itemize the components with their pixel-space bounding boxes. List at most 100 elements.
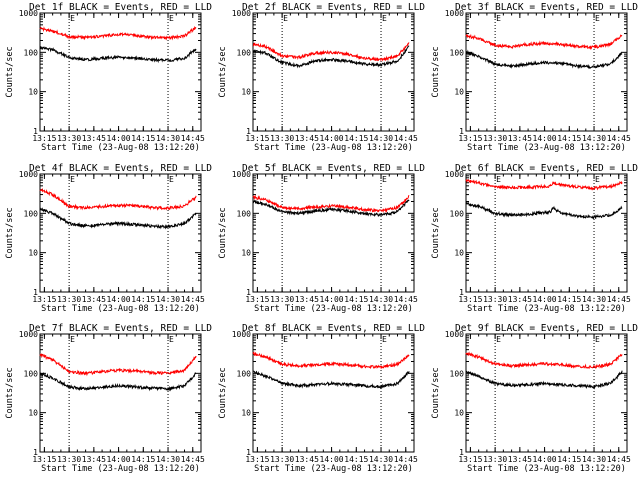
x-axis-label: Start Time (23-Aug-08 13:12:20) bbox=[254, 464, 413, 474]
chart-panel-8: Det 8f BLACK = Events, RED = LLD 1 10 100 10… bbox=[218, 323, 425, 474]
x-tick-label: 13:45 bbox=[295, 134, 319, 143]
event-marker-label: E bbox=[595, 335, 600, 344]
chart-title: Det 7f BLACK = Events, RED = LLD bbox=[29, 323, 212, 334]
event-marker-label: E bbox=[70, 14, 75, 23]
x-tick-label: 13:30 bbox=[57, 455, 81, 464]
x-axis-label: Start Time (23-Aug-08 13:12:20) bbox=[467, 464, 626, 474]
series-events-line bbox=[252, 199, 410, 217]
y-tick-label: 1000 bbox=[232, 330, 251, 339]
x-axis-label: Start Time (23-Aug-08 13:12:20) bbox=[254, 304, 413, 314]
x-tick-label: 13:15 bbox=[245, 455, 269, 464]
x-tick-label: 13:45 bbox=[82, 295, 106, 304]
chart-panel-5: Det 5f BLACK = Events, RED = LLD 1 10 100 10… bbox=[218, 163, 425, 314]
plot-frame bbox=[39, 333, 202, 453]
y-tick-label: 1 bbox=[459, 288, 464, 297]
x-tick-label: 13:30 bbox=[483, 295, 507, 304]
x-tick-label: 14:45 bbox=[394, 134, 418, 143]
chart-panel-3: Det 3f BLACK = Events, RED = LLD 1 10 100 10… bbox=[431, 2, 638, 153]
y-tick-label: 1 bbox=[246, 127, 251, 136]
x-axis-label: Start Time (23-Aug-08 13:12:20) bbox=[467, 143, 626, 153]
event-marker-label: E bbox=[70, 175, 75, 184]
series-lld-line bbox=[465, 33, 623, 51]
series-events-line bbox=[252, 370, 410, 390]
y-tick-label: 100 bbox=[450, 48, 465, 57]
series-events-line bbox=[252, 45, 410, 69]
event-marker-label: E bbox=[382, 14, 387, 23]
y-tick-label: 1000 bbox=[232, 170, 251, 179]
y-tick-label: 100 bbox=[237, 48, 252, 57]
x-tick-label: 13:45 bbox=[295, 455, 319, 464]
x-tick-label: 13:45 bbox=[508, 134, 532, 143]
y-tick-label: 1000 bbox=[19, 330, 38, 339]
series-events-line bbox=[465, 201, 623, 220]
series-lld-line bbox=[39, 188, 197, 211]
x-tick-label: 14:00 bbox=[320, 295, 344, 304]
x-tick-label: 14:45 bbox=[181, 134, 205, 143]
x-tick-label: 14:45 bbox=[181, 455, 205, 464]
x-tick-label: 13:45 bbox=[82, 455, 106, 464]
y-axis-label: Counts/sec bbox=[431, 207, 441, 258]
series-lld-line bbox=[39, 353, 197, 377]
chart-panel-1: Det 1f BLACK = Events, RED = LLD 1 10 100 10… bbox=[5, 2, 212, 153]
x-tick-label: 14:45 bbox=[394, 295, 418, 304]
x-tick-label: 13:15 bbox=[32, 455, 56, 464]
x-tick-label: 13:45 bbox=[508, 295, 532, 304]
event-marker-label: E bbox=[70, 335, 75, 344]
series-lld-line bbox=[252, 351, 410, 370]
x-tick-label: 13:15 bbox=[245, 134, 269, 143]
x-tick-label: 14:30 bbox=[582, 295, 606, 304]
y-axis-label: Counts/sec bbox=[5, 367, 15, 418]
x-tick-label: 14:30 bbox=[369, 455, 393, 464]
event-marker-label: E bbox=[595, 14, 600, 23]
y-tick-label: 1 bbox=[459, 448, 464, 457]
x-tick-label: 13:30 bbox=[57, 134, 81, 143]
y-tick-label: 1 bbox=[33, 448, 38, 457]
x-tick-label: 13:30 bbox=[483, 455, 507, 464]
y-tick-label: 100 bbox=[24, 48, 39, 57]
x-tick-label: 14:00 bbox=[533, 134, 557, 143]
x-tick-label: 14:00 bbox=[320, 455, 344, 464]
plot-frame bbox=[252, 12, 415, 132]
y-tick-label: 1 bbox=[246, 288, 251, 297]
y-tick-label: 100 bbox=[237, 209, 252, 218]
x-tick-label: 13:15 bbox=[32, 295, 56, 304]
event-marker-label: E bbox=[169, 14, 174, 23]
series-events-line bbox=[39, 207, 197, 230]
chart-title: Det 3f BLACK = Events, RED = LLD bbox=[455, 2, 638, 13]
x-tick-label: 13:30 bbox=[57, 295, 81, 304]
x-tick-label: 14:30 bbox=[582, 455, 606, 464]
event-marker-label: E bbox=[382, 335, 387, 344]
x-tick-label: 13:30 bbox=[270, 455, 294, 464]
event-marker-label: E bbox=[169, 335, 174, 344]
y-tick-label: 10 bbox=[241, 409, 251, 418]
series-events-line bbox=[465, 370, 623, 390]
x-tick-label: 13:15 bbox=[458, 134, 482, 143]
y-tick-label: 100 bbox=[237, 369, 252, 378]
x-tick-label: 14:45 bbox=[181, 295, 205, 304]
y-tick-label: 10 bbox=[241, 249, 251, 258]
y-axis-label: Counts/sec bbox=[218, 367, 228, 418]
y-tick-label: 10 bbox=[454, 249, 464, 258]
chart-title: Det 8f BLACK = Events, RED = LLD bbox=[242, 323, 425, 334]
chart-panel-9: Det 9f BLACK = Events, RED = LLD 1 10 100 10… bbox=[431, 323, 638, 474]
chart-title: Det 2f BLACK = Events, RED = LLD bbox=[242, 2, 425, 13]
series-events-line bbox=[39, 46, 197, 64]
x-tick-label: 14:00 bbox=[107, 455, 131, 464]
x-tick-label: 13:30 bbox=[483, 134, 507, 143]
x-tick-label: 13:15 bbox=[245, 295, 269, 304]
y-axis-label: Counts/sec bbox=[5, 207, 15, 258]
x-tick-label: 14:30 bbox=[369, 295, 393, 304]
x-tick-label: 14:15 bbox=[344, 455, 368, 464]
y-tick-label: 1000 bbox=[232, 9, 251, 18]
event-marker-label: E bbox=[283, 14, 288, 23]
y-tick-label: 100 bbox=[450, 369, 465, 378]
event-marker-label: E bbox=[382, 175, 387, 184]
series-lld-line bbox=[465, 351, 623, 370]
y-axis-label: Counts/sec bbox=[431, 46, 441, 97]
chart-title: Det 4f BLACK = Events, RED = LLD bbox=[29, 163, 212, 174]
x-tick-label: 14:15 bbox=[557, 295, 581, 304]
event-marker-label: E bbox=[496, 335, 501, 344]
y-tick-label: 100 bbox=[24, 369, 39, 378]
series-lld-line bbox=[465, 178, 623, 191]
